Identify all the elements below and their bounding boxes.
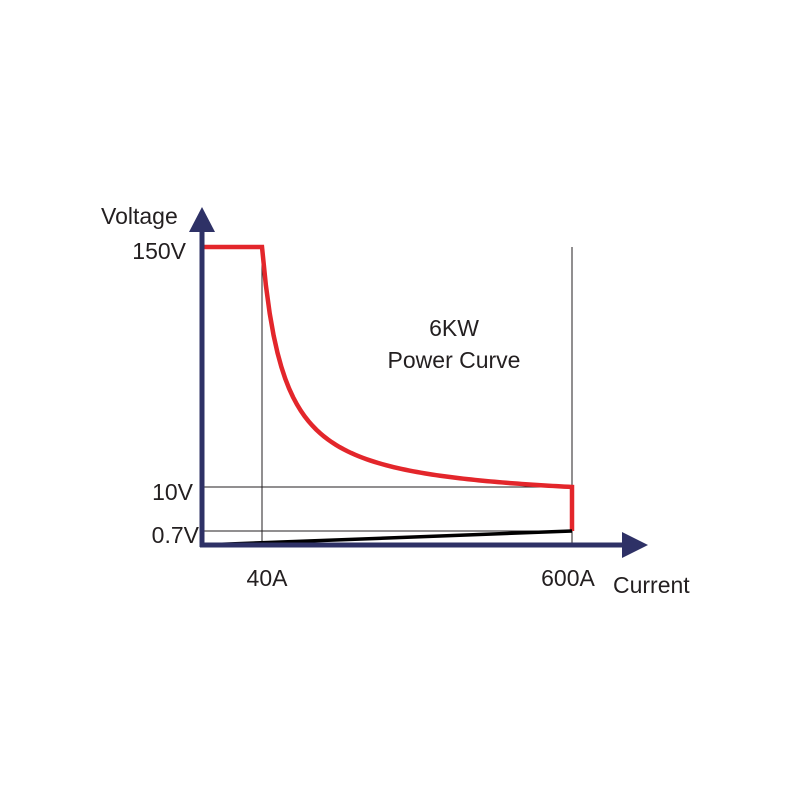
y-axis-label: Voltage [101,203,178,229]
x-tick-label-40a: 40A [247,565,289,591]
grid-layer [202,247,573,545]
y-tick-label-150v: 150V [132,238,186,264]
axis-layer [189,207,648,558]
series-layer [201,244,575,547]
y-tick-label-10v: 10V [152,479,194,505]
y-tick-label-0-7v: 0.7V [152,522,200,548]
x-axis-label: Current [613,572,690,598]
y-axis-arrowhead [189,207,215,232]
x-tick-label-600a: 600A [541,565,595,591]
max-power-curve [202,244,575,531]
curve-annotation-title: Power Curve [388,347,521,373]
curve-annotation-power: 6KW [429,315,479,341]
x-axis-arrowhead [622,532,648,558]
